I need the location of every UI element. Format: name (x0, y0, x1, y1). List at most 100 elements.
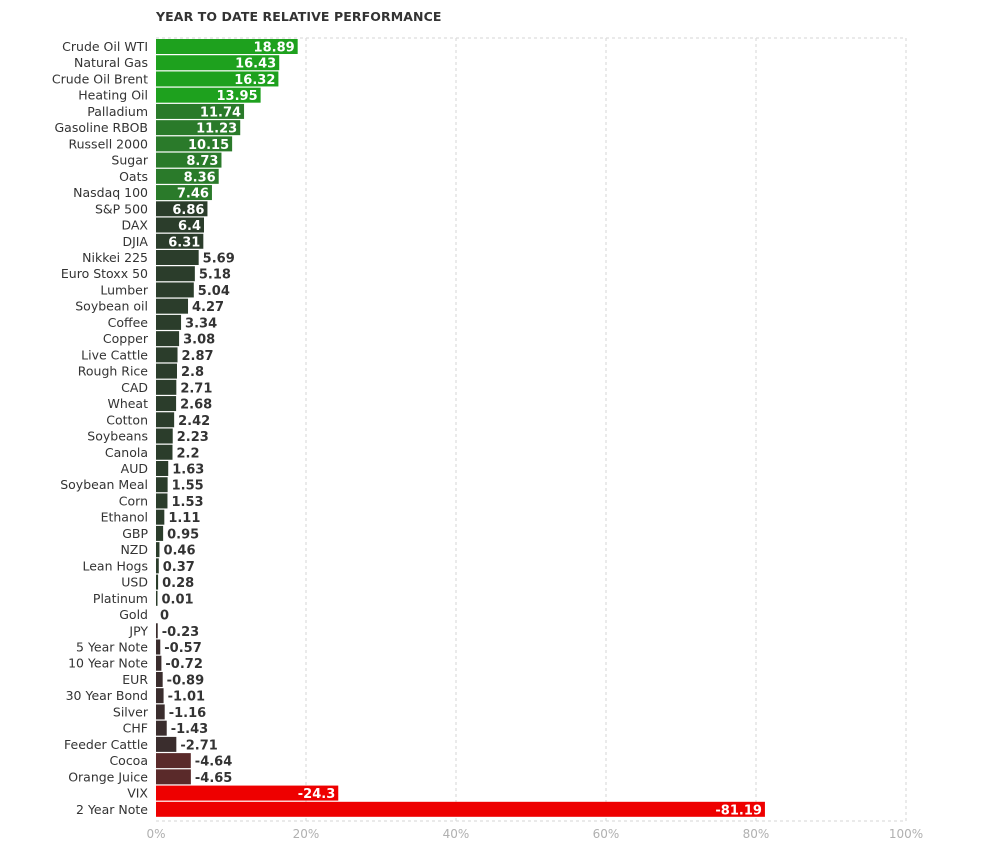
data-label: 0.37 (163, 560, 195, 575)
category-label: S&P 500 (95, 201, 148, 216)
category-label: Nasdaq 100 (73, 185, 148, 200)
category-label: Heating Oil (78, 88, 148, 103)
bar (156, 103, 245, 119)
bar (156, 379, 177, 395)
data-label: 0.46 (163, 544, 195, 559)
category-label: Sugar (111, 153, 148, 168)
category-label: Live Cattle (81, 347, 148, 362)
bar (156, 477, 168, 493)
bar-layer (156, 39, 765, 817)
data-label: 18.89 (254, 41, 295, 56)
data-label: -4.64 (195, 755, 232, 770)
data-label: -81.19 (715, 803, 762, 818)
category-label: Corn (119, 493, 148, 508)
bar (156, 152, 222, 168)
bar (156, 460, 169, 476)
data-label: 13.95 (217, 89, 258, 104)
bar (156, 217, 204, 233)
category-label: 10 Year Note (68, 656, 148, 671)
category-label: Soybean oil (75, 299, 148, 314)
data-label: 1.55 (172, 479, 204, 494)
category-label: DAX (121, 218, 148, 233)
bar (156, 720, 167, 736)
bar (156, 428, 173, 444)
x-tick-label: 60% (593, 827, 620, 841)
category-label: Euro Stoxx 50 (61, 266, 148, 281)
data-label: 8.36 (184, 170, 216, 185)
category-label: Gasoline RBOB (55, 120, 149, 135)
bar (156, 753, 191, 769)
bar (156, 655, 162, 671)
bar (156, 785, 339, 801)
bar (156, 444, 173, 460)
category-label: Cotton (106, 412, 148, 427)
data-label: 5.18 (199, 268, 231, 283)
bar (156, 168, 219, 184)
bar (156, 558, 159, 574)
bar (156, 671, 163, 687)
bar (156, 55, 280, 71)
data-label: 0 (160, 609, 169, 624)
bar (156, 769, 191, 785)
data-label: 2.23 (177, 430, 209, 445)
bar (156, 298, 189, 314)
category-label: Soybeans (87, 429, 148, 444)
category-label: NZD (120, 542, 148, 557)
bar (156, 249, 199, 265)
bar (156, 396, 177, 412)
data-label: 6.31 (168, 235, 200, 250)
data-label: 6.86 (172, 203, 204, 218)
category-label: 30 Year Bond (66, 688, 148, 703)
bar (156, 233, 204, 249)
category-label: Platinum (93, 591, 148, 606)
data-label: 1.11 (168, 511, 200, 526)
x-tick-label: 100% (889, 827, 923, 841)
category-label: Soybean Meal (60, 477, 148, 492)
bar (156, 736, 177, 752)
bar (156, 71, 279, 87)
data-label: 11.74 (200, 105, 241, 120)
category-label: Canola (105, 445, 148, 460)
category-label: Gold (119, 607, 148, 622)
data-label: 2.68 (180, 398, 212, 413)
bar (156, 201, 208, 217)
data-label: 3.08 (183, 333, 215, 348)
data-label: 16.43 (235, 57, 276, 72)
bar (156, 623, 158, 639)
bar (156, 509, 165, 525)
data-label: 2.2 (177, 446, 200, 461)
data-label: 2.8 (181, 365, 204, 380)
bar (156, 314, 182, 330)
category-label: Orange Juice (68, 769, 148, 784)
category-label: Lumber (100, 282, 148, 297)
bar (156, 136, 233, 152)
data-label: -0.89 (167, 673, 204, 688)
x-tick-label: 20% (293, 827, 320, 841)
data-label: -4.65 (195, 771, 232, 786)
category-label: Wheat (107, 396, 148, 411)
bar (156, 347, 178, 363)
category-label: AUD (121, 461, 148, 476)
data-label: -1.43 (171, 722, 208, 737)
data-label: 8.73 (186, 154, 218, 169)
data-label: -0.72 (165, 657, 202, 672)
category-label: GBP (122, 526, 148, 541)
data-label: 5.04 (198, 284, 230, 299)
x-tick-label: 0% (146, 827, 165, 841)
bar (156, 266, 195, 282)
data-label: 0.95 (167, 527, 199, 542)
category-label: CHF (123, 721, 148, 736)
data-label: -1.01 (168, 690, 205, 705)
data-label: 2.71 (180, 381, 212, 396)
bar (156, 363, 177, 379)
category-label: Crude Oil Brent (52, 71, 148, 86)
category-label: Crude Oil WTI (62, 39, 148, 54)
chart-title: YEAR TO DATE RELATIVE PERFORMANCE (156, 9, 442, 24)
category-label: USD (121, 575, 148, 590)
category-label: DJIA (122, 234, 148, 249)
bar (156, 590, 158, 606)
data-label: 2.87 (182, 349, 214, 364)
category-label: Feeder Cattle (64, 737, 148, 752)
